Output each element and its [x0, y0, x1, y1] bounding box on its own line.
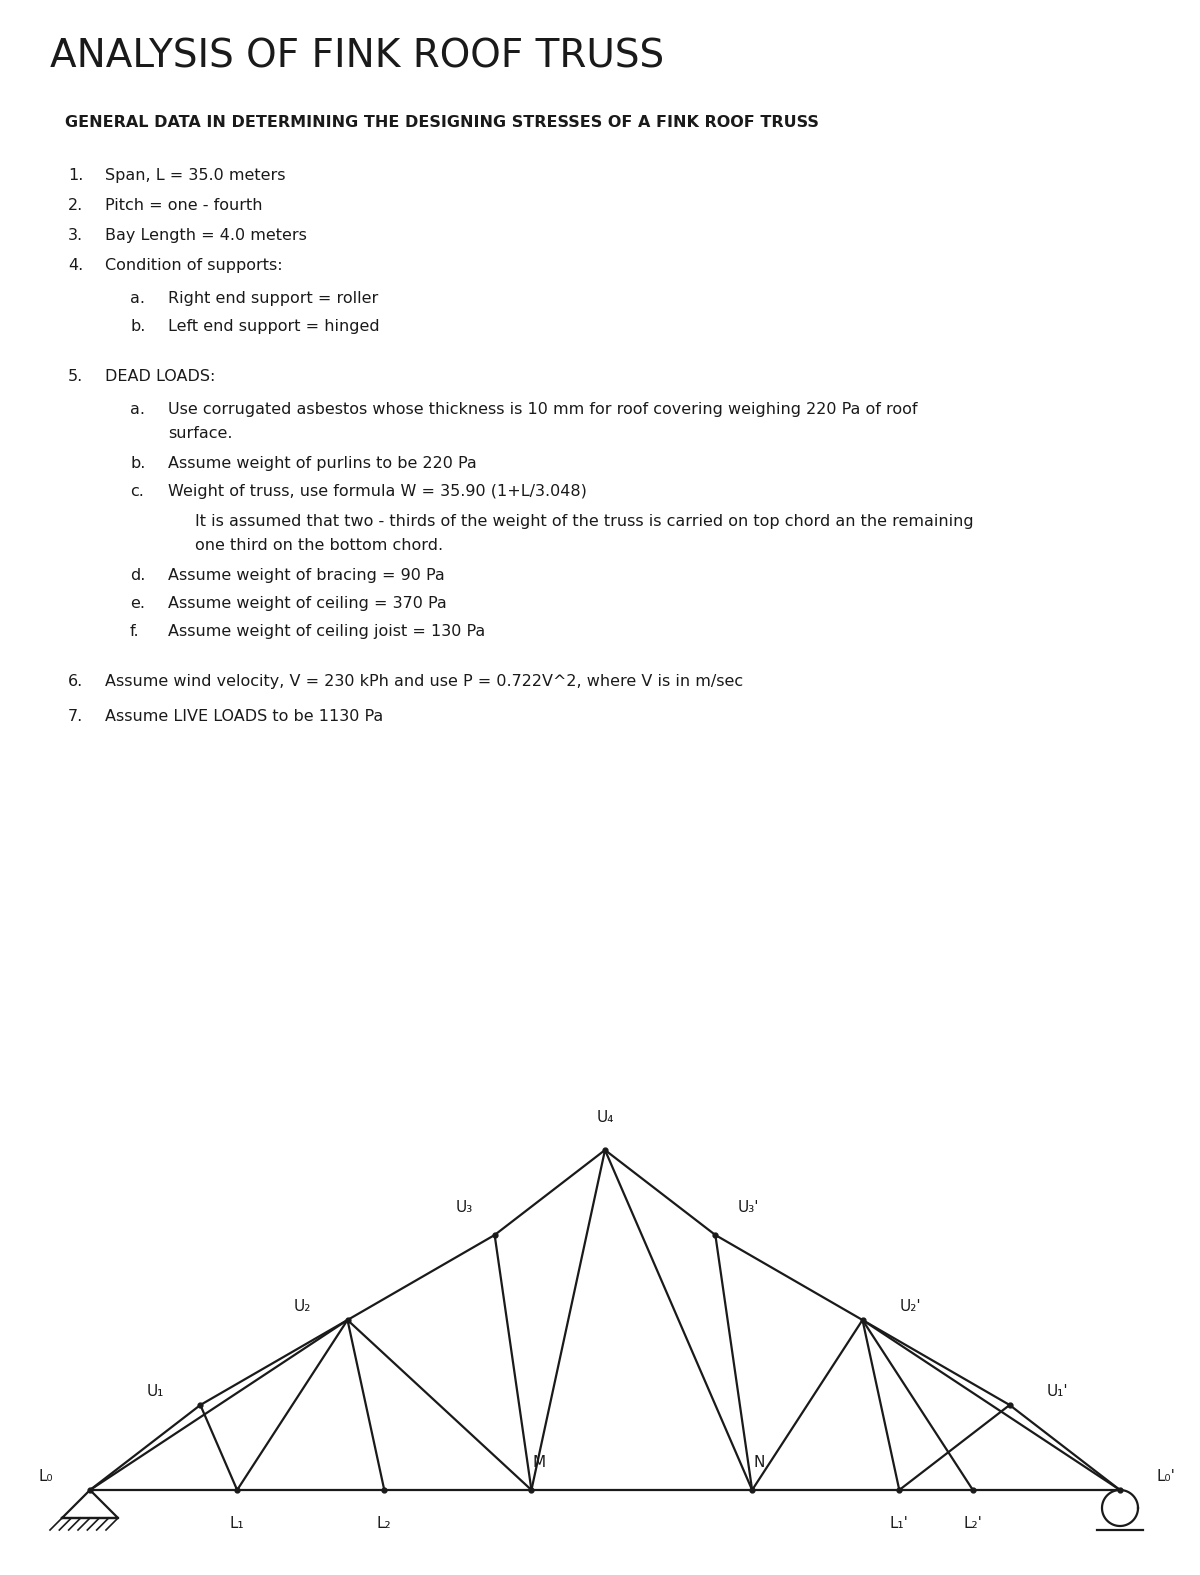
Text: L₀': L₀': [1157, 1469, 1176, 1484]
Text: L₁: L₁: [230, 1515, 245, 1531]
Text: M: M: [533, 1455, 545, 1469]
Text: It is assumed that two - thirds of the weight of the truss is carried on top cho: It is assumed that two - thirds of the w…: [194, 513, 973, 529]
Text: L₂: L₂: [377, 1515, 391, 1531]
Text: GENERAL DATA IN DETERMINING THE DESIGNING STRESSES OF A FINK ROOF TRUSS: GENERAL DATA IN DETERMINING THE DESIGNIN…: [65, 115, 818, 131]
Text: Assume wind velocity, V = 230 kPh and use P = 0.722V^2, where V is in m/sec: Assume wind velocity, V = 230 kPh and us…: [106, 674, 743, 688]
Text: one third on the bottom chord.: one third on the bottom chord.: [194, 539, 443, 553]
Text: U₁': U₁': [1046, 1384, 1068, 1399]
Text: Assume LIVE LOADS to be 1130 Pa: Assume LIVE LOADS to be 1130 Pa: [106, 709, 383, 724]
Text: U₁: U₁: [146, 1384, 163, 1399]
Text: d.: d.: [130, 569, 145, 583]
Text: 5.: 5.: [68, 369, 83, 384]
Text: L₁': L₁': [890, 1515, 908, 1531]
Text: Bay Length = 4.0 meters: Bay Length = 4.0 meters: [106, 228, 307, 243]
Text: Span, L = 35.0 meters: Span, L = 35.0 meters: [106, 169, 286, 183]
Text: f.: f.: [130, 624, 139, 639]
Text: U₃: U₃: [455, 1200, 473, 1214]
Text: 7.: 7.: [68, 709, 83, 724]
Text: a.: a.: [130, 291, 145, 306]
Text: L₂': L₂': [964, 1515, 983, 1531]
Text: surface.: surface.: [168, 425, 233, 441]
Text: 4.: 4.: [68, 258, 83, 272]
Text: DEAD LOADS:: DEAD LOADS:: [106, 369, 215, 384]
Text: Weight of truss, use formula W = 35.90 (1+L/3.048): Weight of truss, use formula W = 35.90 (…: [168, 484, 587, 499]
Text: 3.: 3.: [68, 228, 83, 243]
Text: b.: b.: [130, 457, 145, 471]
Text: b.: b.: [130, 320, 145, 334]
Text: U₂: U₂: [293, 1299, 311, 1314]
Text: U₃': U₃': [738, 1200, 758, 1214]
Text: Use corrugated asbestos whose thickness is 10 mm for roof covering weighing 220 : Use corrugated asbestos whose thickness …: [168, 402, 918, 417]
Text: Assume weight of bracing = 90 Pa: Assume weight of bracing = 90 Pa: [168, 569, 445, 583]
Text: U₂': U₂': [899, 1299, 920, 1314]
Text: ANALYSIS OF FINK ROOF TRUSS: ANALYSIS OF FINK ROOF TRUSS: [50, 38, 664, 76]
Text: N: N: [754, 1455, 766, 1469]
Text: Assume weight of ceiling = 370 Pa: Assume weight of ceiling = 370 Pa: [168, 595, 446, 611]
Text: 2.: 2.: [68, 198, 83, 213]
Text: Condition of supports:: Condition of supports:: [106, 258, 283, 272]
Text: 6.: 6.: [68, 674, 83, 688]
Text: U₄: U₄: [596, 1109, 613, 1125]
Text: c.: c.: [130, 484, 144, 499]
Text: L₀: L₀: [38, 1469, 53, 1484]
Text: Pitch = one - fourth: Pitch = one - fourth: [106, 198, 263, 213]
Text: Assume weight of ceiling joist = 130 Pa: Assume weight of ceiling joist = 130 Pa: [168, 624, 485, 639]
Text: Left end support = hinged: Left end support = hinged: [168, 320, 379, 334]
Text: Right end support = roller: Right end support = roller: [168, 291, 378, 306]
Text: a.: a.: [130, 402, 145, 417]
Text: Assume weight of purlins to be 220 Pa: Assume weight of purlins to be 220 Pa: [168, 457, 476, 471]
Text: 1.: 1.: [68, 169, 83, 183]
Text: e.: e.: [130, 595, 145, 611]
